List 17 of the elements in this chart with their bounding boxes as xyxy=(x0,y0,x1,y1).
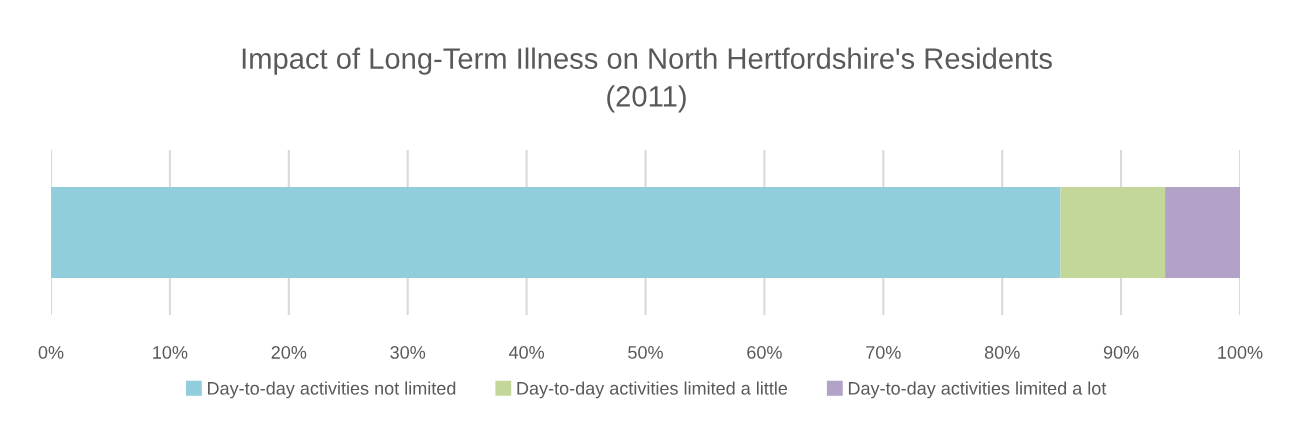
x-tick-label: 20% xyxy=(271,346,307,359)
x-tick-label: 10% xyxy=(153,346,188,359)
bar xyxy=(1165,187,1240,278)
legend-label: Day-to-day activities not limited xyxy=(208,381,456,399)
chart-title: Impact of Long-Term Illness on North Hertfordshire's Residents (2011) xyxy=(242,47,1052,113)
x-tick-label: 0% xyxy=(38,346,64,359)
x-tick-label: 50% xyxy=(628,346,663,359)
x-tick-label: 90% xyxy=(1103,346,1139,359)
legend-label: Day-to-day activities limited a lot xyxy=(848,381,1107,399)
x-tick-label: 100% xyxy=(1218,346,1263,359)
bar xyxy=(1060,187,1166,278)
x-tick-label: 80% xyxy=(984,346,1020,359)
x-tick-label: 40% xyxy=(508,346,545,359)
x-tick-label: 70% xyxy=(866,346,901,359)
x-tick-label: 60% xyxy=(747,346,782,359)
x-tick-label: 30% xyxy=(390,346,426,359)
legend-label: Day-to-day activities limited a little xyxy=(517,381,788,399)
